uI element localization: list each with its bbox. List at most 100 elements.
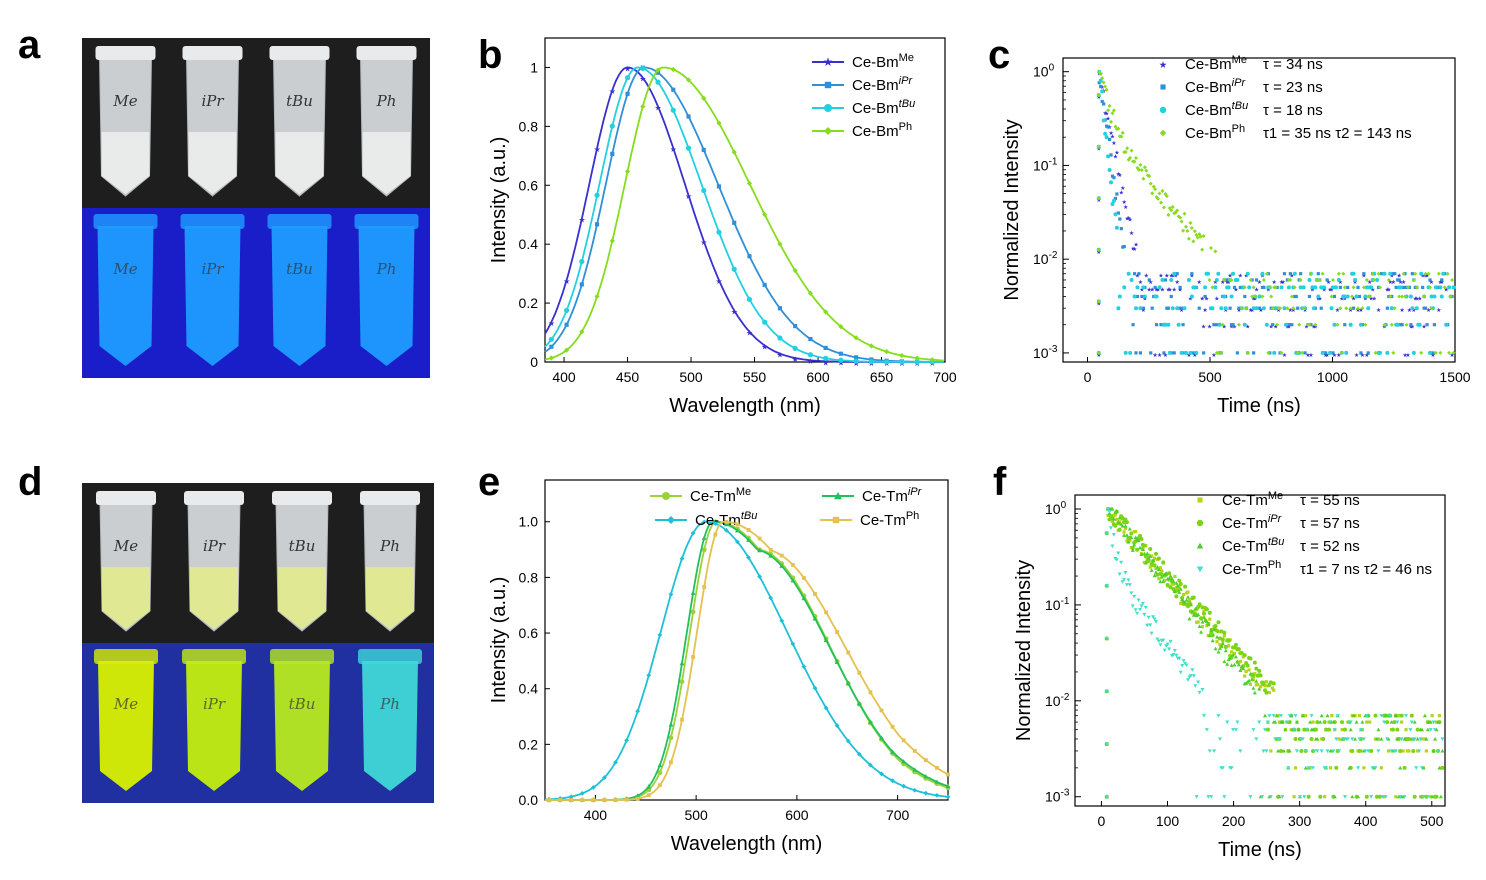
decay-point: ★: [1142, 295, 1147, 302]
decay-point: [1219, 644, 1224, 648]
decay-point: [1207, 749, 1212, 753]
decay-series: [1104, 507, 1445, 799]
decay-point: ★: [1170, 273, 1175, 280]
decay-point: [1414, 766, 1419, 770]
decay-point: [1152, 573, 1157, 578]
decay-point: [1389, 322, 1394, 327]
y-tick-base: 10: [1045, 597, 1061, 613]
decay-point: [1286, 285, 1291, 290]
decay-point: [1307, 294, 1312, 299]
decay-point: [1201, 611, 1206, 616]
spectrum-point: [792, 267, 798, 274]
y-tick-label: 0.8: [519, 569, 539, 585]
decay-point: [1379, 736, 1384, 741]
legend-name: Ce-Bm: [852, 123, 899, 140]
legend-lifetime: τ = 34 ns: [1263, 56, 1323, 73]
decay-point: [1415, 727, 1420, 732]
decay-point: [1447, 350, 1452, 355]
decay-point: ★: [1138, 279, 1143, 286]
decay-point: [1189, 294, 1194, 299]
decay-point: [1300, 713, 1305, 718]
legend-marker: [662, 492, 670, 500]
spectrum-point: [899, 352, 905, 359]
decay-point: [1161, 205, 1166, 210]
decay-point: [1263, 713, 1268, 718]
decay-point: ★: [1324, 352, 1329, 359]
decay-point: ★: [1167, 286, 1172, 293]
decay-point: [1431, 720, 1436, 725]
decay-point: [1364, 794, 1369, 799]
legend-superscript: tBu: [1232, 100, 1249, 112]
vial-label: Me: [112, 92, 137, 110]
spectrum-point: [549, 344, 554, 349]
decay-point: [1154, 294, 1159, 299]
decay-point: [1315, 720, 1320, 725]
decay-point: [1304, 714, 1308, 718]
decay-point: [1410, 272, 1414, 276]
decay-point: [1407, 749, 1411, 753]
vial-powder: [102, 567, 150, 629]
decay-point: [1428, 285, 1433, 290]
decay-point: [1119, 134, 1124, 139]
spectrum-point: [657, 762, 663, 768]
x-tick-label: 300: [1288, 813, 1312, 829]
decay-point: [1373, 713, 1378, 718]
decay-point: [1350, 748, 1355, 753]
decay-point: [1216, 649, 1221, 654]
decay-point: [1424, 736, 1429, 741]
decay-point: [1178, 215, 1183, 220]
spectrum-point: [547, 798, 551, 802]
decay-point: [1176, 322, 1181, 327]
decay-point: [1097, 81, 1101, 85]
spectrum-point: ★: [548, 319, 555, 328]
decay-point: [1219, 306, 1224, 311]
spectrum-point: [808, 336, 813, 342]
decay-point: [1229, 650, 1234, 654]
decay-point: [1113, 513, 1117, 517]
legend-lifetime: τ = 55 ns: [1300, 492, 1360, 509]
decay-point: [1158, 643, 1163, 647]
spectrum-point: [823, 345, 828, 350]
spectrum-point: [845, 738, 851, 744]
decay-point: [1186, 590, 1190, 594]
decay-point: ★: [1401, 279, 1406, 286]
decay-point: ★: [1443, 286, 1448, 293]
decay-point: [1370, 271, 1375, 276]
decay-point: [1142, 294, 1147, 299]
decay-point: [1265, 720, 1270, 725]
y-tick-exponent: -1: [1049, 156, 1058, 167]
decay-point: [1172, 271, 1177, 276]
decay-point: [1248, 277, 1253, 282]
decay-point: [1298, 277, 1303, 282]
decay-point: [1257, 720, 1262, 725]
decay-point: [1148, 623, 1153, 627]
decay-point: ★: [1119, 189, 1124, 196]
decay-point: [1447, 285, 1452, 290]
decay-point: [1254, 737, 1259, 741]
decay-point: [1439, 294, 1444, 299]
legend-superscript: tBu: [1268, 536, 1285, 548]
decay-point: [1395, 720, 1400, 725]
decay-point: [1409, 720, 1414, 725]
decay-point: [1183, 350, 1188, 355]
decay-point: [1332, 794, 1337, 799]
plot-frame: [1062, 57, 1456, 363]
decay-point: [1107, 168, 1112, 173]
decay-point: ★: [1188, 295, 1193, 302]
decay-point: [1104, 87, 1109, 92]
decay-point: [1276, 748, 1281, 753]
spectrum-line: [544, 66, 944, 362]
decay-point: [1400, 323, 1404, 327]
legend-lifetime: τ = 57 ns: [1300, 515, 1360, 532]
decay-point: [1357, 714, 1362, 718]
decay-point: [1142, 612, 1147, 617]
decay-point: [1178, 587, 1183, 591]
spectrum-point: ★: [685, 192, 692, 201]
decay-point: [1299, 748, 1304, 753]
decay-point: [1404, 714, 1409, 718]
y-tick-label: 0: [530, 354, 538, 370]
spectrum-point: [746, 555, 751, 560]
vial-label: tBu: [289, 537, 316, 555]
decay-point: [1247, 668, 1251, 672]
x-axis-label: Wavelength (nm): [671, 833, 823, 855]
